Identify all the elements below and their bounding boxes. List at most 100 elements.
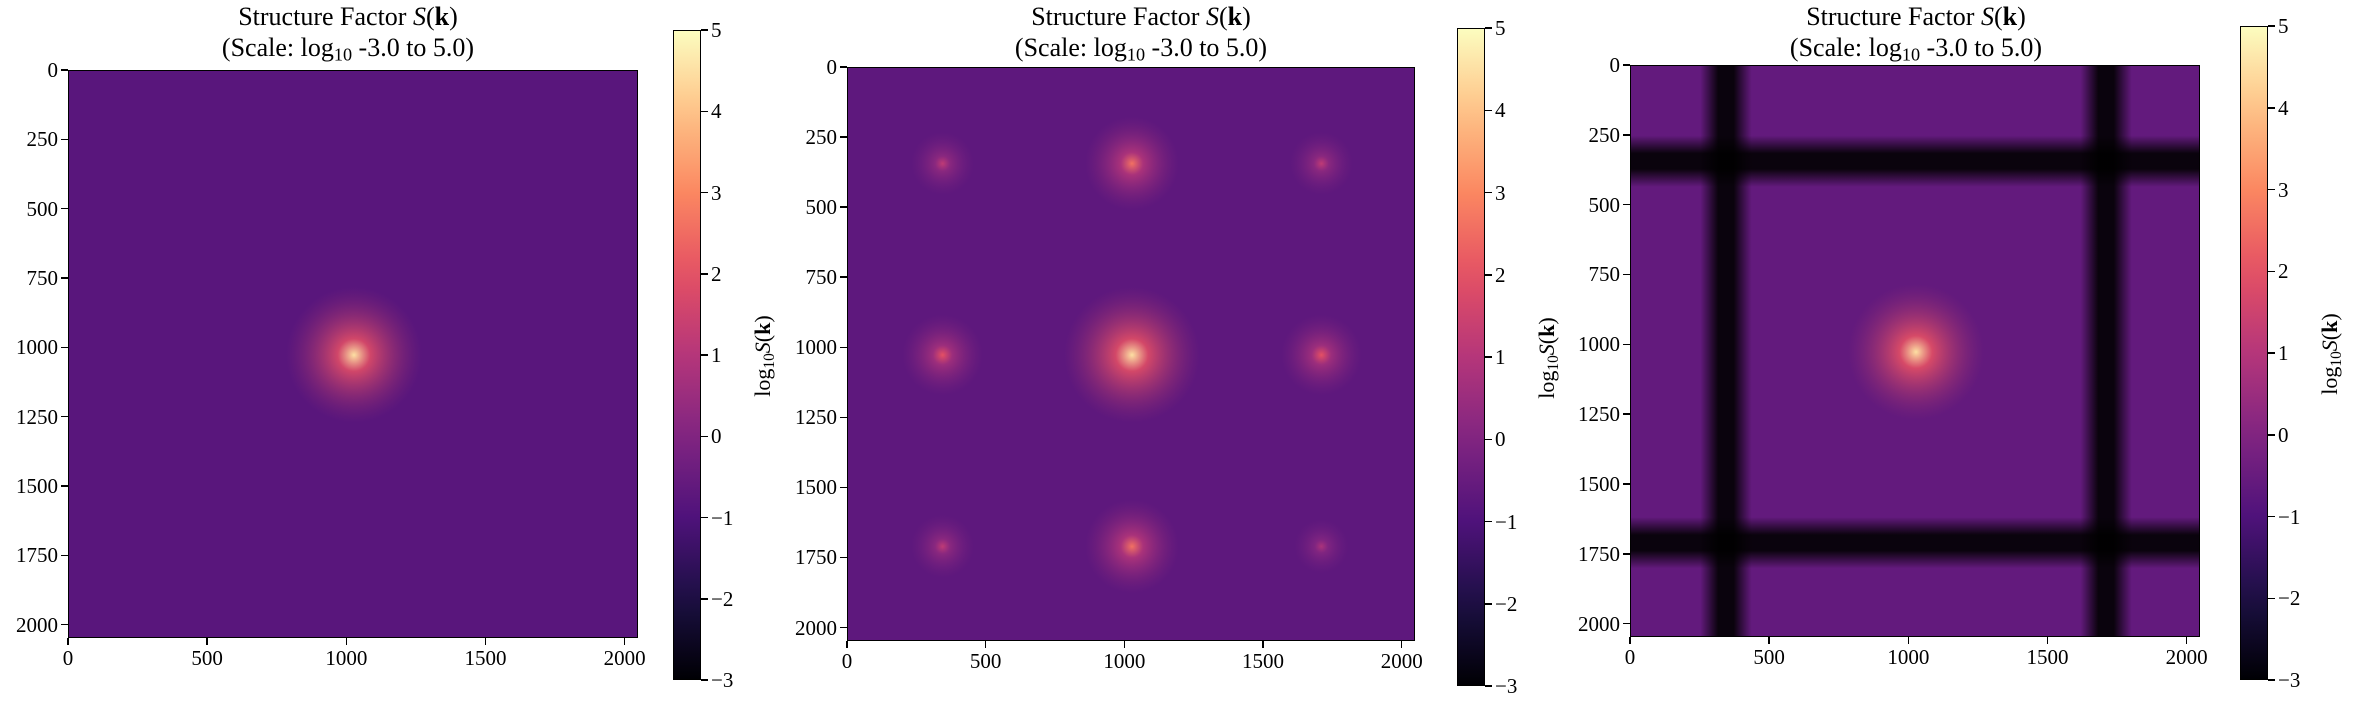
y-tick-label: 1750 (16, 543, 58, 568)
colorbar-tick-mark (701, 354, 708, 356)
bragg-peak (1266, 491, 1377, 602)
colorbar-tick-mark (2268, 515, 2275, 518)
colorbar-tick-mark (701, 679, 708, 681)
title-scale-range: -3.0 to 5.0) (352, 33, 475, 62)
x-tick-label: 500 (969, 649, 1002, 673)
x-tick-mark (846, 641, 848, 648)
x-tick-mark (1629, 637, 1631, 644)
colorbar-tick-label: 0 (711, 424, 722, 449)
y-tick-label: 0 (826, 55, 838, 79)
y-tick-mark (1623, 273, 1630, 276)
colorbar-tick-label: 4 (2278, 95, 2289, 120)
y-tick-mark (1623, 413, 1630, 415)
y-tick-mark (840, 626, 847, 629)
y-tick-label: 1500 (1578, 471, 1620, 496)
colorbar-tick-mark (2268, 679, 2275, 681)
colorbar-tick-mark (1485, 603, 1492, 605)
bragg-peak (1037, 69, 1227, 258)
colorbar-tick-label: −1 (711, 505, 734, 530)
colorbar-tick-label: 5 (1495, 16, 1506, 40)
colorbar-tick-mark (1485, 520, 1492, 523)
colorbar (1457, 28, 1485, 686)
y-tick-mark (1623, 64, 1630, 66)
x-tick-mark (1907, 637, 1910, 644)
y-tick-label: 0 (1609, 53, 1621, 77)
x-tick-mark (345, 638, 348, 645)
y-tick-label: 2000 (795, 615, 837, 640)
chart-panel-1: Structure Factor S(k) (Scale: log10 -3.0 … (0, 0, 785, 707)
colorbar-tick-label: −3 (2278, 668, 2301, 692)
colorbar-tick-mark (701, 435, 708, 437)
y-tick-mark (840, 66, 847, 68)
x-tick-label: 2000 (2165, 645, 2208, 669)
y-tick-mark (61, 623, 68, 626)
y-tick-label: 1000 (16, 335, 58, 360)
y-tick-mark (840, 346, 847, 349)
y-tick-label: 1500 (795, 475, 837, 500)
colorbar-tick-label: 2 (2278, 259, 2289, 284)
colorbar-tick-label: 1 (1495, 345, 1506, 369)
x-tick-mark (1768, 637, 1770, 644)
x-tick-mark (1400, 641, 1403, 648)
y-tick-label: 0 (47, 58, 59, 82)
x-tick-mark (1262, 641, 1264, 648)
y-tick-mark (61, 277, 68, 279)
y-tick-mark (840, 416, 847, 419)
y-tick-label: 1500 (16, 474, 58, 499)
colorbar-tick-mark (2268, 270, 2275, 272)
title-scale-text: (Scale: log (221, 33, 334, 62)
colorbar-tick-label: 1 (2278, 341, 2289, 365)
y-tick-label: 1000 (1578, 332, 1620, 357)
bragg-peak (879, 483, 1006, 610)
y-tick-mark (840, 276, 847, 278)
y-tick-mark (61, 485, 68, 487)
heatmap-canvas (848, 68, 1414, 640)
x-tick-label: 1500 (464, 646, 507, 670)
y-tick-label: 750 (26, 266, 59, 290)
colorbar-tick-mark (2268, 597, 2275, 599)
colorbar-tick-label: 0 (2278, 422, 2289, 447)
y-tick-mark (1623, 483, 1630, 485)
dark-band-horizontal (1631, 517, 2199, 569)
bragg-peak (1258, 100, 1385, 227)
y-tick-label: 250 (26, 127, 59, 152)
colorbar-tick-mark (1485, 685, 1492, 687)
colorbar-tick-mark (701, 598, 708, 600)
colorbar-tick-label: −2 (711, 586, 734, 611)
colorbar-tick-mark (1485, 109, 1492, 111)
x-tick-label: 1000 (1103, 649, 1146, 673)
y-tick-mark (840, 556, 847, 559)
colorbar-tick-mark (701, 516, 708, 519)
y-tick-mark (840, 136, 847, 138)
colorbar-tick-mark (2268, 25, 2275, 27)
colorbar-tick-label: 2 (711, 261, 722, 286)
x-tick-mark (206, 638, 208, 645)
bragg-peak (996, 219, 1268, 491)
heatmap-plot (1630, 65, 2200, 637)
colorbar-tick-label: 5 (2278, 14, 2289, 38)
x-tick-label: 2000 (1380, 649, 1423, 673)
y-tick-mark (61, 415, 68, 418)
colorbar-tick-label: −2 (2278, 586, 2301, 611)
y-tick-label: 1250 (795, 405, 837, 430)
colorbar (2240, 26, 2268, 680)
x-tick-mark (2185, 637, 2188, 644)
title-text: Structure Factor (1031, 2, 1206, 31)
x-tick-mark (623, 638, 626, 645)
y-tick-label: 2000 (1578, 611, 1620, 636)
x-tick-label: 2000 (603, 646, 646, 670)
colorbar-tick-mark (701, 29, 708, 31)
heatmap-canvas (1631, 66, 2199, 636)
y-tick-label: 500 (805, 195, 838, 220)
colorbar-tick-label: −3 (711, 668, 734, 692)
colorbar-tick-mark (701, 191, 708, 194)
chart-panel-2: Structure Factor S(k) (Scale: log10 -3.0 … (785, 0, 1570, 707)
y-tick-label: 500 (1588, 192, 1621, 217)
y-tick-mark (840, 486, 847, 489)
y-tick-label: 500 (26, 196, 59, 221)
y-tick-mark (1623, 553, 1630, 555)
bragg-peak (1240, 274, 1403, 436)
bragg-peak (879, 100, 1006, 227)
bragg-peak (1780, 216, 2052, 488)
colorbar-tick-label: 2 (1495, 262, 1506, 287)
